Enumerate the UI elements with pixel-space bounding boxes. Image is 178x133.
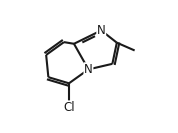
Text: Cl: Cl [63,101,75,114]
Text: N: N [84,63,93,76]
Text: N: N [97,24,106,37]
